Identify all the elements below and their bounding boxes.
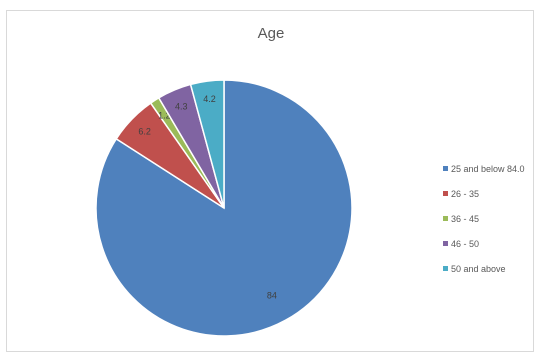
data-label-1: 84	[267, 291, 277, 301]
data-label-4: 4.3	[175, 102, 188, 112]
pie-chart: 84 6.2 1.2 4.3 4.2	[95, 79, 353, 337]
legend-label-2: 26 - 35	[451, 188, 480, 199]
legend-swatch-2	[443, 191, 448, 196]
pie-slice-5	[189, 79, 225, 209]
legend-item-2: 26 - 35	[443, 181, 538, 206]
legend-item-4: 46 - 50	[443, 231, 538, 256]
legend-item-5: 50 and above	[443, 256, 538, 281]
legend-item-1: 25 and below 84.0	[443, 156, 538, 181]
legend-label-4: 46 - 50	[451, 238, 480, 249]
legend-item-3: 36 - 45	[443, 206, 538, 231]
legend-swatch-4	[443, 241, 448, 246]
legend-swatch-3	[443, 216, 448, 221]
legend-swatch-5	[443, 266, 448, 271]
chart-title: Age	[257, 25, 285, 42]
data-label-3: 1.2	[158, 110, 171, 120]
legend-label-3: 36 - 45	[451, 213, 480, 224]
legend-swatch-1	[443, 166, 448, 171]
legend: 25 and below 84.0 26 - 35 36 - 45 46 - 50 50…	[443, 156, 538, 281]
chart-area: Age 84 6.2 1.2 4.3 4.2 25 and below 84.0 26 -…	[6, 10, 534, 352]
legend-label-1: 25 and below 84.0	[451, 163, 525, 174]
data-label-5: 4.2	[203, 94, 216, 104]
legend-label-5: 50 and above	[451, 263, 506, 274]
data-label-2: 6.2	[138, 127, 151, 137]
